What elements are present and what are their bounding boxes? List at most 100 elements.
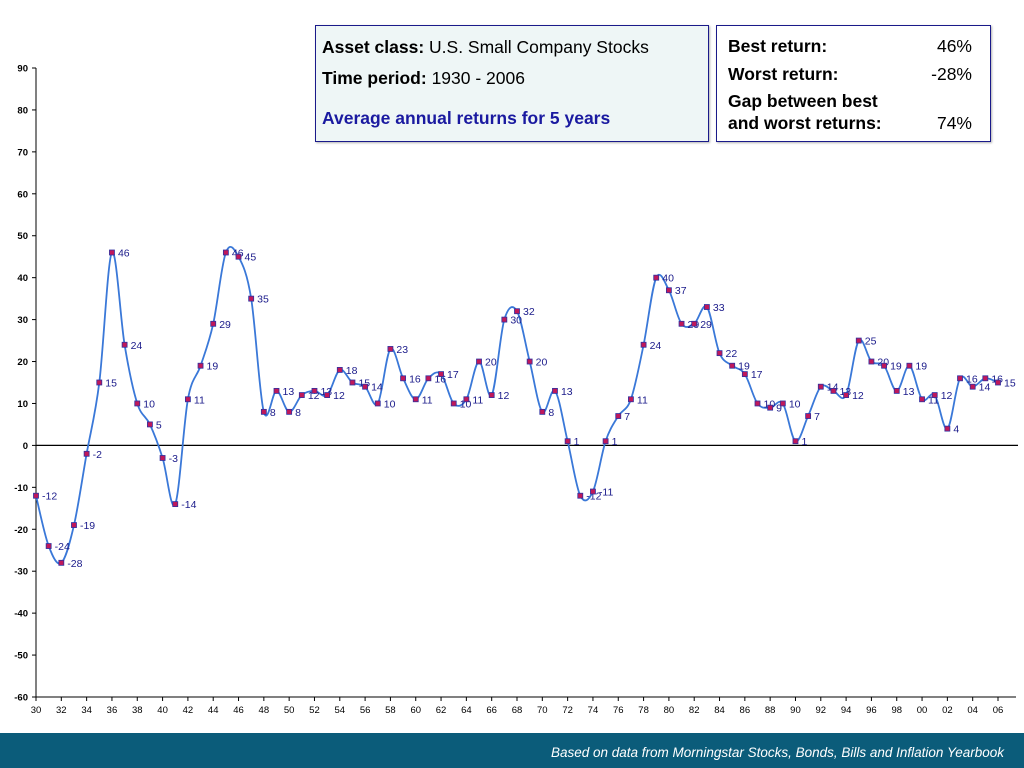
data-point — [387, 346, 394, 352]
y-tick-label: -10 — [14, 483, 28, 494]
y-tick-label: -30 — [14, 567, 28, 578]
data-point — [412, 396, 419, 403]
data-label: 10 — [143, 398, 155, 410]
data-point — [957, 375, 963, 382]
data-point — [741, 371, 748, 378]
data-point — [58, 559, 65, 566]
data-label: 37 — [675, 285, 687, 297]
y-tick-label: 70 — [17, 147, 28, 158]
data-label: 1 — [612, 436, 618, 448]
data-point — [564, 438, 571, 445]
data-point — [463, 396, 470, 403]
data-label: 15 — [358, 378, 370, 390]
data-point — [374, 400, 381, 407]
data-point — [286, 408, 293, 415]
y-tick-label: -50 — [14, 651, 28, 662]
data-label: -3 — [169, 453, 178, 465]
x-tick-label: 60 — [410, 705, 421, 716]
data-label: 1 — [574, 436, 580, 448]
x-tick-label: 46 — [233, 705, 244, 716]
x-tick-label: 96 — [866, 705, 877, 716]
data-point — [969, 383, 976, 390]
x-tick-label: 56 — [360, 705, 371, 716]
time-period-value: 1930 - 2006 — [431, 68, 525, 88]
data-label: 12 — [308, 390, 320, 402]
data-label: -11 — [599, 487, 614, 499]
x-tick-label: 32 — [56, 705, 67, 716]
y-tick-label: -40 — [14, 609, 28, 620]
x-tick-label: 94 — [841, 705, 852, 716]
data-label: 16 — [434, 373, 446, 385]
gap-value: 74% — [936, 113, 972, 133]
data-point — [767, 404, 774, 411]
data-label: 16 — [409, 373, 421, 385]
stats-box: Best return: 46% Worst return: -28% Gap … — [716, 25, 991, 142]
data-label: 15 — [105, 378, 117, 390]
data-label: 14 — [827, 382, 839, 394]
x-tick-label: 04 — [967, 705, 978, 716]
data-label: 14 — [979, 382, 991, 394]
data-point — [400, 375, 406, 382]
data-label: 20 — [485, 357, 497, 369]
data-label: 18 — [346, 365, 358, 377]
info-box: Asset class: U.S. Small Company Stocks T… — [315, 25, 709, 142]
data-label: 29 — [219, 319, 231, 331]
data-label: 20 — [877, 357, 889, 369]
data-point — [298, 392, 305, 398]
data-point — [134, 400, 141, 407]
x-tick-label: 68 — [512, 705, 523, 716]
data-point — [931, 392, 938, 398]
data-point — [45, 543, 52, 549]
x-tick-label: 82 — [689, 705, 700, 716]
y-tick-label: 10 — [17, 399, 28, 410]
asset-class-label: Asset class: — [322, 37, 425, 57]
x-tick-label: 40 — [157, 705, 168, 716]
data-label: 11 — [637, 394, 648, 406]
gap-label-line-1: Gap between best — [728, 91, 878, 111]
data-label: 5 — [156, 419, 162, 431]
x-tick-label: 54 — [335, 705, 346, 716]
data-point — [754, 400, 761, 407]
data-label: 40 — [662, 273, 674, 285]
data-point — [83, 450, 90, 457]
data-label: 19 — [915, 361, 927, 373]
data-point — [628, 396, 634, 403]
data-point — [982, 375, 989, 382]
data-point — [96, 379, 103, 386]
data-label: 20 — [536, 357, 548, 369]
source-note: Based on data from Morningstar Stocks, B… — [550, 745, 1004, 760]
data-label: 1 — [801, 436, 807, 448]
data-label: -28 — [67, 558, 82, 570]
x-tick-label: 72 — [562, 705, 573, 716]
data-point — [197, 362, 204, 369]
data-point — [121, 341, 128, 348]
data-point — [488, 392, 495, 398]
data-label: 19 — [207, 361, 219, 373]
data-point — [425, 375, 432, 382]
x-tick-label: 76 — [613, 705, 624, 716]
asset-class-value: U.S. Small Company Stocks — [429, 37, 649, 57]
data-point — [779, 400, 786, 407]
data-label: 13 — [839, 386, 851, 398]
data-point — [843, 392, 850, 398]
data-label: 19 — [890, 361, 902, 373]
data-label: 8 — [295, 407, 301, 419]
x-tick-label: 36 — [107, 705, 118, 716]
x-tick-label: 48 — [259, 705, 270, 716]
y-tick-label: 20 — [17, 357, 28, 368]
data-point — [362, 383, 369, 390]
data-point — [919, 396, 925, 403]
x-tick-label: 50 — [284, 705, 295, 716]
x-tick-label: 86 — [740, 705, 751, 716]
data-point — [210, 320, 217, 327]
y-tick-label: 90 — [17, 64, 28, 75]
x-tick-label: 06 — [993, 705, 1004, 716]
data-point — [109, 249, 115, 256]
x-tick-label: 44 — [208, 705, 219, 716]
data-point — [526, 358, 533, 365]
data-label: 24 — [650, 340, 662, 352]
data-point — [336, 367, 343, 373]
data-label: 25 — [865, 336, 877, 348]
